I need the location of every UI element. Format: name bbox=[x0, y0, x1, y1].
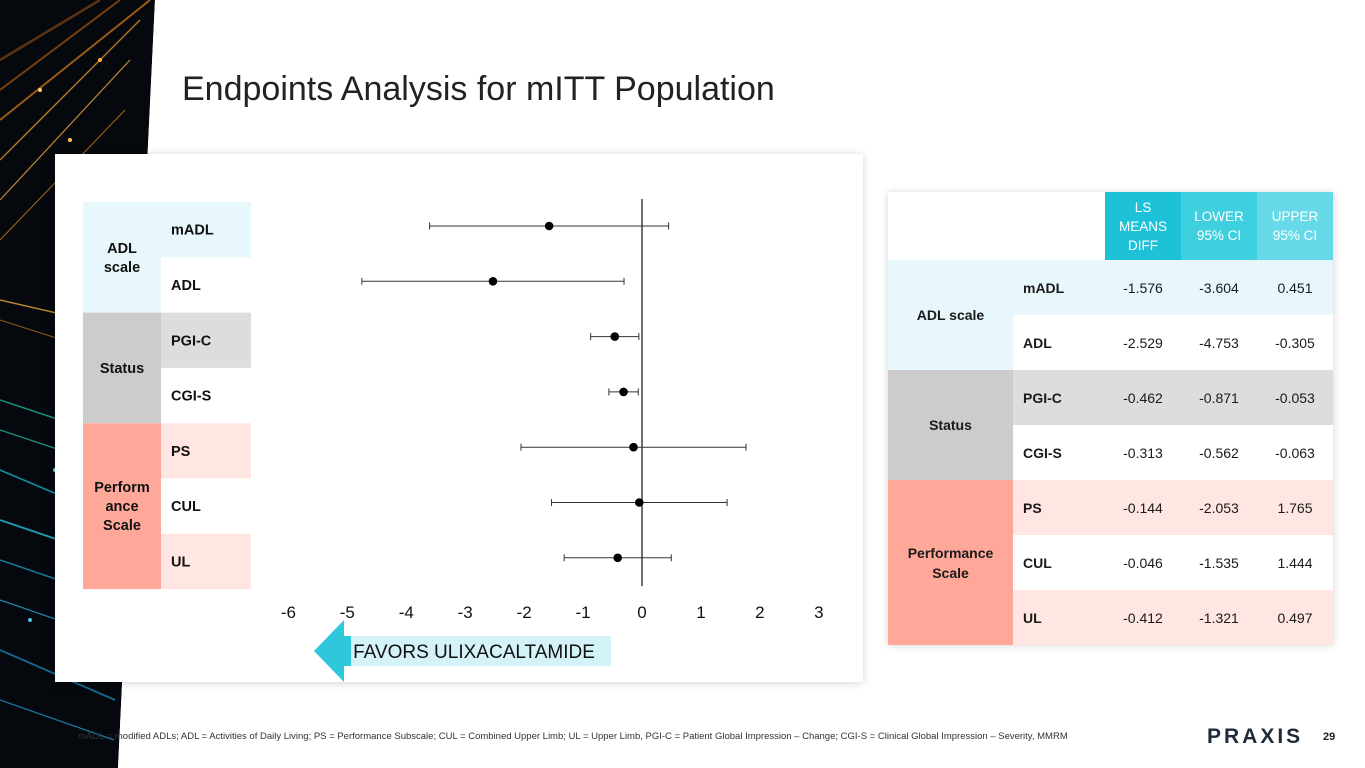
table-cell-label: CGI-S bbox=[1013, 425, 1105, 480]
table-row: ADL -2.529 -4.753 -0.305 bbox=[888, 315, 1333, 370]
table-cell-label: ADL bbox=[1013, 315, 1105, 370]
plot-group-band bbox=[83, 423, 161, 590]
header-ls-means-diff: LS MEANS DIFF bbox=[1105, 192, 1181, 260]
plot-row-label: UL bbox=[171, 554, 190, 570]
estimate-point-madl bbox=[544, 221, 554, 231]
results-table: LS MEANS DIFF LOWER 95% CI UPPER 95% CI ADL … bbox=[888, 192, 1333, 645]
plot-group-band bbox=[83, 312, 161, 424]
table-cell-ls-diff: -0.144 bbox=[1105, 480, 1181, 535]
table-cell-lower-ci: -0.562 bbox=[1181, 425, 1257, 480]
plot-row-label: ADL bbox=[171, 278, 201, 294]
estimate-point-ps bbox=[629, 442, 638, 452]
results-table-card: LS MEANS DIFF LOWER 95% CI UPPER 95% CI ADL … bbox=[888, 192, 1333, 645]
table-cell-ls-diff: -0.462 bbox=[1105, 370, 1181, 425]
x-tick-label: -2 bbox=[517, 603, 532, 622]
table-cell-upper-ci: 1.765 bbox=[1257, 480, 1333, 535]
x-tick-label: -3 bbox=[458, 603, 473, 622]
plot-row-label: PS bbox=[171, 444, 191, 460]
table-cell-ls-diff: -2.529 bbox=[1105, 315, 1181, 370]
table-row: CUL -0.046 -1.535 1.444 bbox=[888, 535, 1333, 590]
estimate-point-ul bbox=[613, 553, 623, 563]
table-row: Status PGI-C -0.462 -0.871 -0.053 bbox=[888, 370, 1333, 480]
table-group-label: ADL scale bbox=[888, 260, 1013, 370]
table-cell-lower-ci: -2.053 bbox=[1181, 480, 1257, 535]
page-number: 29 bbox=[1323, 731, 1336, 743]
plot-row-shade bbox=[161, 312, 251, 368]
plot-group-label: Status bbox=[100, 361, 144, 377]
table-cell-upper-ci: 1.444 bbox=[1257, 535, 1333, 590]
plot-group-label: ADL scale bbox=[104, 241, 140, 276]
table-row: UL -0.412 -1.321 0.497 bbox=[888, 590, 1333, 645]
plot-row-label: mADL bbox=[171, 223, 214, 239]
x-tick-label: -6 bbox=[281, 603, 296, 622]
table-header-blank bbox=[888, 192, 1105, 260]
plot-row-shade bbox=[161, 533, 251, 590]
plot-row-shade bbox=[161, 423, 251, 479]
table-cell-lower-ci: -1.321 bbox=[1181, 590, 1257, 645]
table-group-label: Status bbox=[888, 370, 1013, 480]
table-cell-ls-diff: -0.046 bbox=[1105, 535, 1181, 590]
plot-group-label: Perform ance Scale bbox=[94, 480, 150, 534]
plot-row-shade bbox=[161, 202, 251, 258]
table-cell-label: UL bbox=[1013, 590, 1105, 645]
table-cell-ls-diff: -0.313 bbox=[1105, 425, 1181, 480]
forest-plot: ADL scale mADL ADL Status PGI-C CGI-S Perform an… bbox=[83, 199, 824, 682]
table-cell-upper-ci: -0.063 bbox=[1257, 425, 1333, 480]
header-upper-ci: UPPER 95% CI bbox=[1257, 192, 1333, 260]
table-row: ADL scale mADL -1.576 -3.604 0.451 bbox=[888, 260, 1333, 370]
estimate-point-pgi-c bbox=[610, 332, 620, 341]
x-tick-label: 2 bbox=[755, 603, 764, 622]
plot-row-label: CGI-S bbox=[171, 389, 212, 405]
table-cell-upper-ci: -0.053 bbox=[1257, 370, 1333, 425]
table-cell-lower-ci: -0.871 bbox=[1181, 370, 1257, 425]
table-cell-label: PS bbox=[1013, 480, 1105, 535]
estimate-point-cgi-s bbox=[619, 387, 628, 397]
x-tick-label: -4 bbox=[399, 603, 414, 622]
plot-row-label: CUL bbox=[171, 499, 201, 515]
x-tick-label: 1 bbox=[696, 603, 705, 622]
table-cell-label: CUL bbox=[1013, 535, 1105, 590]
table-group-label: Performance Scale bbox=[888, 480, 1013, 645]
table-row: Performance Scale PS -0.144 -2.053 1.765 bbox=[888, 480, 1333, 645]
table-cell-lower-ci: -1.535 bbox=[1181, 535, 1257, 590]
table-cell-upper-ci: 0.497 bbox=[1257, 590, 1333, 645]
favors-label: FAVORS ULIXACALTAMIDE bbox=[353, 642, 595, 663]
x-tick-label: -5 bbox=[340, 603, 355, 622]
footnote: mADL = modified ADLs; ADL = Activities o… bbox=[78, 731, 1068, 742]
table-row: CGI-S -0.313 -0.562 -0.063 bbox=[888, 425, 1333, 480]
plot-group-band bbox=[83, 202, 161, 313]
table-cell-upper-ci: -0.305 bbox=[1257, 315, 1333, 370]
table-cell-lower-ci: -4.753 bbox=[1181, 315, 1257, 370]
table-cell-ls-diff: -0.412 bbox=[1105, 590, 1181, 645]
favors-band bbox=[343, 636, 611, 666]
forest-plot-card: ADL scale mADL ADL Status PGI-C CGI-S Perform an… bbox=[55, 154, 863, 682]
plot-row-label: PGI-C bbox=[171, 333, 212, 349]
table-cell-lower-ci: -3.604 bbox=[1181, 260, 1257, 315]
x-tick-label: 3 bbox=[814, 603, 823, 622]
arrow-left-icon bbox=[314, 620, 351, 682]
header-lower-ci: LOWER 95% CI bbox=[1181, 192, 1257, 260]
page-title: Endpoints Analysis for mITT Population bbox=[182, 70, 775, 108]
table-cell-label: mADL bbox=[1013, 260, 1105, 315]
x-tick-label: -1 bbox=[576, 603, 591, 622]
praxis-logo: PRAXIS bbox=[1207, 725, 1304, 748]
table-cell-upper-ci: 0.451 bbox=[1257, 260, 1333, 315]
estimate-point-adl bbox=[488, 277, 498, 286]
table-cell-ls-diff: -1.576 bbox=[1105, 260, 1181, 315]
table-header-row: LS MEANS DIFF LOWER 95% CI UPPER 95% CI bbox=[888, 192, 1333, 260]
table-cell-label: PGI-C bbox=[1013, 370, 1105, 425]
estimate-point-cul bbox=[634, 498, 644, 507]
x-tick-label: 0 bbox=[637, 603, 646, 622]
